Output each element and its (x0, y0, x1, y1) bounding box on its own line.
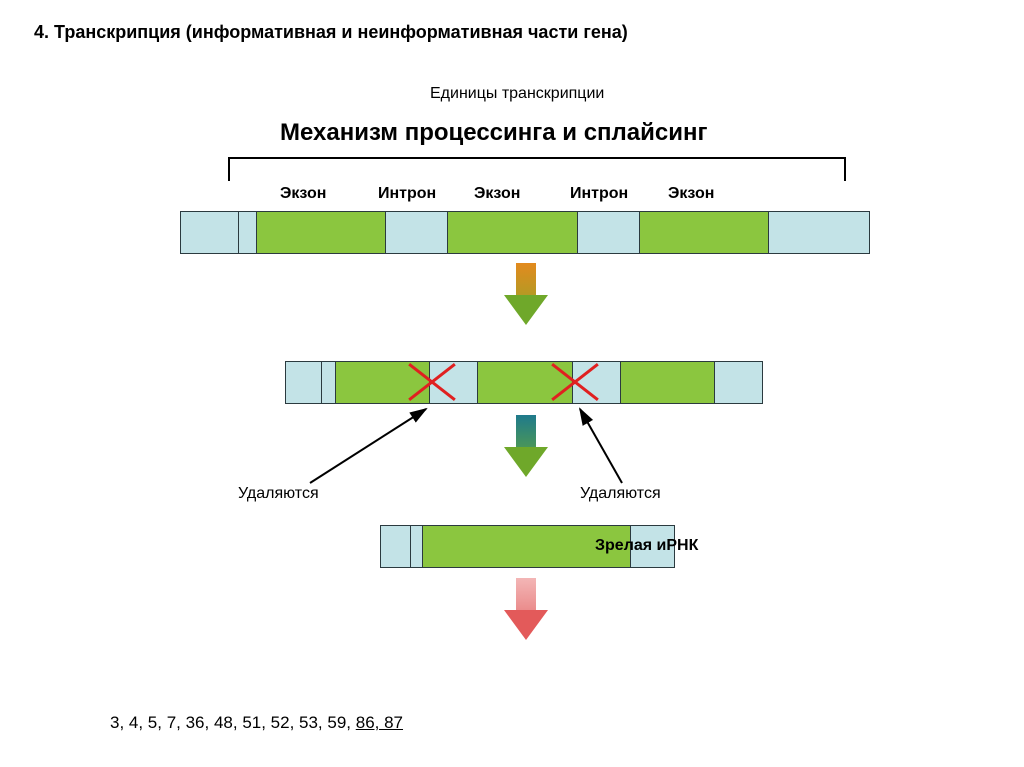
arrow-down-2-icon (504, 415, 548, 477)
remove-label-right: Удаляются (580, 485, 661, 503)
footer-numbers-plain: 3, 4, 5, 7, 36, 48, 51, 52, 53, 59, (110, 713, 356, 732)
remove-label-left: Удаляются (238, 485, 319, 503)
pointer-arrow-left-icon (180, 85, 870, 655)
arrow-down-3-icon (504, 578, 548, 640)
footer-numbers-underlined: 86, 87 (356, 713, 403, 732)
diagram-area: Единицы транскрипции Механизм процессинг… (180, 85, 870, 655)
seg-flank (411, 526, 423, 567)
seg-flank (381, 526, 411, 567)
footer-numbers: 3, 4, 5, 7, 36, 48, 51, 52, 53, 59, 86, … (110, 713, 403, 733)
slide-title: 4. Транскрипция (информативная и неинфор… (34, 22, 628, 43)
mature-label: Зрелая иРНК (595, 537, 698, 555)
